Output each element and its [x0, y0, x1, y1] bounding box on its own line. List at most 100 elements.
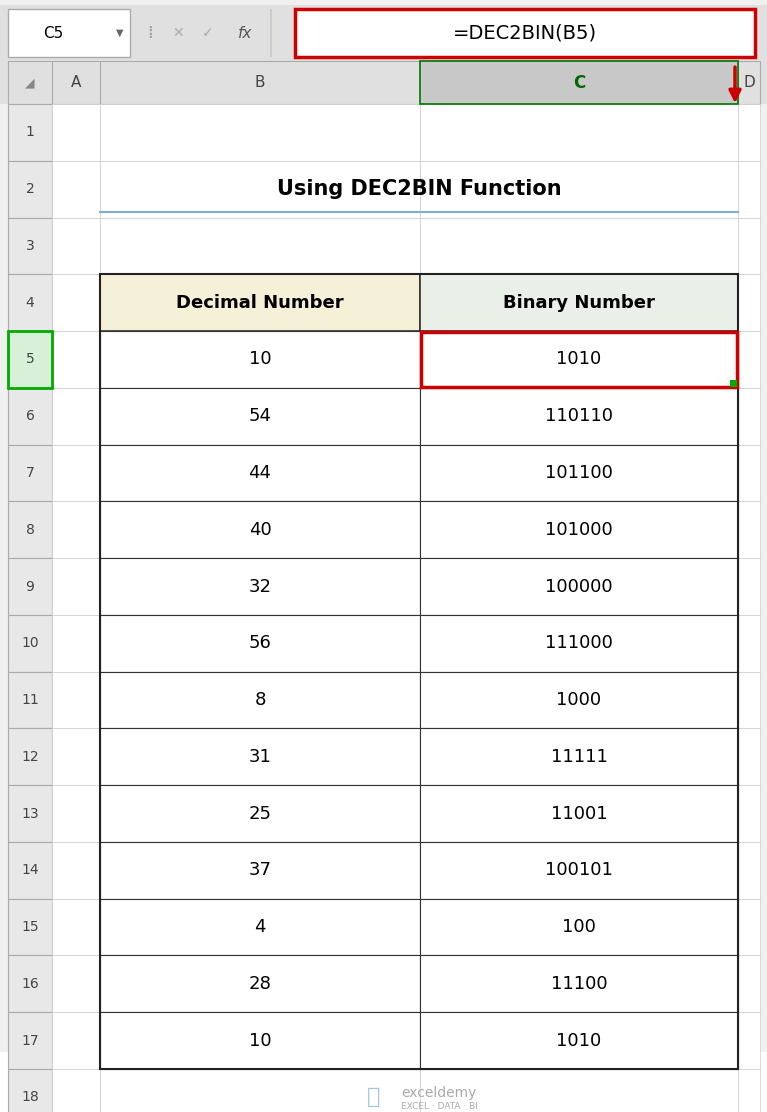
Bar: [52, 388, 100, 445]
Bar: [420, 955, 738, 1012]
Bar: [738, 842, 760, 898]
Bar: [738, 955, 760, 1012]
Text: 1010: 1010: [556, 1032, 601, 1050]
Bar: [100, 275, 420, 331]
Bar: [420, 615, 738, 672]
Bar: [8, 388, 52, 445]
Bar: [100, 388, 420, 445]
Bar: [52, 161, 100, 218]
Bar: [420, 445, 738, 502]
Bar: [738, 275, 760, 331]
Text: 17: 17: [21, 1033, 39, 1048]
Bar: [52, 1069, 100, 1112]
Bar: [0, 4, 767, 61]
Bar: [8, 898, 52, 955]
Bar: [730, 380, 737, 387]
Text: 100000: 100000: [545, 577, 613, 596]
Text: =DEC2BIN(B5): =DEC2BIN(B5): [453, 23, 597, 42]
Bar: [100, 61, 420, 105]
Bar: [100, 502, 420, 558]
Text: 111000: 111000: [545, 634, 613, 653]
Bar: [100, 558, 420, 615]
Text: ✕: ✕: [172, 26, 184, 40]
Text: 6: 6: [25, 409, 35, 424]
Bar: [738, 445, 760, 502]
Text: exceldemy: exceldemy: [401, 1085, 476, 1100]
Bar: [100, 502, 420, 558]
Bar: [8, 955, 52, 1012]
Bar: [100, 1012, 420, 1069]
Bar: [52, 672, 100, 728]
Bar: [420, 445, 738, 502]
Bar: [100, 161, 420, 218]
Bar: [52, 331, 100, 388]
Bar: [100, 105, 420, 161]
Bar: [8, 615, 52, 672]
Bar: [738, 672, 760, 728]
Bar: [100, 445, 420, 502]
Text: fx: fx: [238, 26, 252, 41]
Text: 11001: 11001: [551, 805, 607, 823]
Bar: [738, 898, 760, 955]
Bar: [100, 898, 420, 955]
Bar: [738, 615, 760, 672]
Text: 44: 44: [249, 464, 272, 481]
Bar: [100, 218, 420, 275]
Bar: [100, 388, 420, 445]
Bar: [8, 275, 52, 331]
Bar: [0, 61, 767, 105]
Bar: [420, 615, 738, 672]
Bar: [738, 502, 760, 558]
Bar: [100, 728, 420, 785]
Bar: [420, 105, 738, 161]
Text: ⁞: ⁞: [147, 24, 153, 42]
Bar: [8, 558, 52, 615]
Bar: [420, 275, 738, 331]
Text: D: D: [743, 76, 755, 90]
Bar: [420, 728, 738, 785]
Bar: [8, 105, 52, 161]
Bar: [420, 331, 738, 388]
Bar: [420, 728, 738, 785]
Bar: [52, 105, 100, 161]
Text: 15: 15: [21, 920, 39, 934]
Text: 101100: 101100: [545, 464, 613, 481]
Bar: [420, 955, 738, 1012]
Bar: [100, 1069, 420, 1112]
Text: 32: 32: [249, 577, 272, 596]
Bar: [52, 218, 100, 275]
Text: 5: 5: [25, 353, 35, 367]
Text: C: C: [573, 73, 585, 92]
Bar: [738, 785, 760, 842]
Bar: [52, 615, 100, 672]
Bar: [420, 558, 738, 615]
Text: ◢: ◢: [25, 77, 35, 89]
Text: 11: 11: [21, 693, 39, 707]
Bar: [420, 1069, 738, 1112]
Bar: [52, 1012, 100, 1069]
Text: ▼: ▼: [117, 28, 123, 38]
Bar: [52, 955, 100, 1012]
Bar: [420, 1012, 738, 1069]
Text: 54: 54: [249, 407, 272, 425]
Bar: [100, 558, 420, 615]
Text: 100101: 100101: [545, 862, 613, 880]
Bar: [420, 502, 738, 558]
Bar: [100, 331, 420, 388]
Text: 110110: 110110: [545, 407, 613, 425]
Bar: [420, 218, 738, 275]
Bar: [8, 331, 52, 388]
Bar: [8, 502, 52, 558]
Bar: [100, 275, 738, 1069]
Bar: [738, 161, 760, 218]
Bar: [100, 898, 420, 955]
Text: 10: 10: [249, 1032, 272, 1050]
Bar: [52, 275, 100, 331]
Text: 5: 5: [25, 353, 35, 367]
Bar: [8, 672, 52, 728]
Bar: [52, 61, 100, 105]
Bar: [738, 331, 760, 388]
Bar: [8, 161, 52, 218]
Text: 4: 4: [254, 919, 265, 936]
Bar: [100, 672, 420, 728]
